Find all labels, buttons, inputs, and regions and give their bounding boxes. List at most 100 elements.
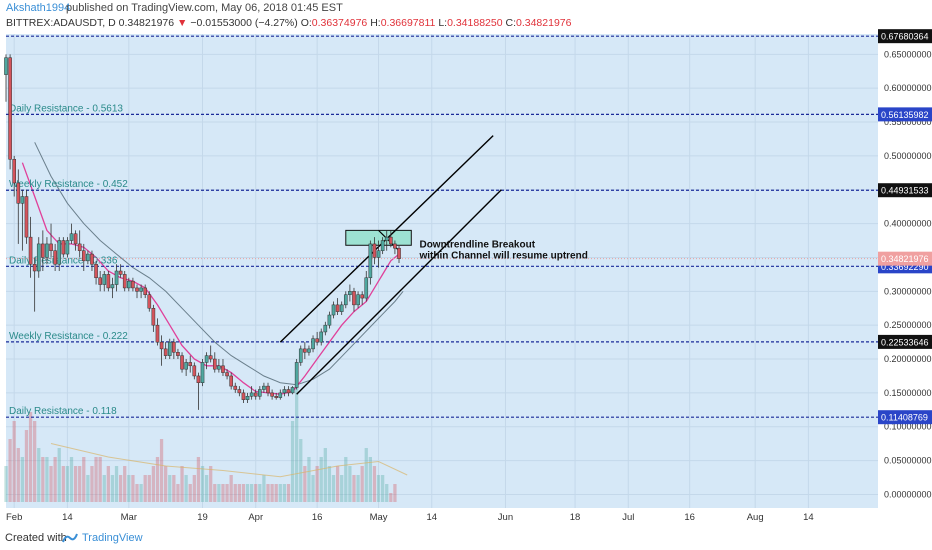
last-price-tag bbox=[878, 251, 932, 266]
volume-bar bbox=[356, 475, 360, 502]
high-value: 0.36697811 bbox=[380, 17, 436, 29]
candle-body bbox=[389, 236, 393, 245]
candle-body bbox=[343, 294, 348, 306]
candle-body bbox=[159, 341, 164, 350]
publish-header: Akshath1994 published on TradingView.com… bbox=[0, 0, 932, 16]
time-tick-label: 16 bbox=[684, 512, 695, 523]
time-tick-label: 14 bbox=[803, 512, 814, 523]
volume-bar bbox=[86, 475, 90, 502]
candle-body bbox=[32, 263, 37, 272]
volume-bar bbox=[209, 466, 213, 502]
volume-bar bbox=[266, 484, 270, 502]
candle-body bbox=[384, 236, 389, 241]
candle-body bbox=[98, 277, 102, 285]
price-tick-label: 0.05000000 bbox=[884, 456, 932, 466]
candle-body bbox=[127, 280, 131, 289]
volume-bar bbox=[127, 475, 131, 502]
volume-bar bbox=[41, 457, 45, 502]
candle-body bbox=[282, 389, 287, 394]
candle-body bbox=[139, 287, 143, 292]
volume-bar bbox=[110, 475, 115, 502]
volume-bar bbox=[233, 484, 237, 502]
candle-body bbox=[8, 57, 12, 160]
candle-body bbox=[360, 294, 364, 299]
volume-bar bbox=[143, 475, 147, 502]
volume-bar bbox=[344, 457, 348, 502]
candle-body bbox=[307, 348, 311, 353]
candle-body bbox=[12, 159, 16, 184]
candle-body bbox=[327, 314, 332, 326]
volume-bar bbox=[118, 475, 123, 502]
volume-bar bbox=[94, 457, 98, 502]
volume-bar bbox=[262, 475, 266, 502]
volume-bar bbox=[368, 457, 372, 502]
candle-body bbox=[122, 274, 127, 289]
volume-bar bbox=[299, 439, 303, 502]
volume-bar bbox=[16, 448, 20, 502]
volume-bar bbox=[8, 439, 12, 502]
volume-bar bbox=[196, 457, 201, 502]
volume-bar bbox=[106, 466, 110, 502]
candle-body bbox=[208, 355, 213, 360]
low-label: L: bbox=[438, 17, 448, 29]
time-tick-label: Mar bbox=[121, 512, 137, 523]
price-tick-label: 0.15000000 bbox=[884, 388, 932, 398]
candle-body bbox=[397, 247, 401, 259]
level-price-tag-text: 0.44931533 bbox=[881, 186, 929, 196]
volume-bar bbox=[176, 484, 180, 502]
candle-body bbox=[16, 182, 21, 204]
level-price-tag bbox=[878, 410, 932, 425]
candle-body bbox=[393, 243, 397, 249]
volume-bar bbox=[53, 457, 57, 502]
candle-body bbox=[61, 240, 66, 255]
candle-body bbox=[221, 365, 225, 373]
volume-bar bbox=[131, 475, 135, 502]
author-link[interactable]: Akshath1994 bbox=[6, 2, 71, 14]
level-label: Daily Resistance - 0.336 bbox=[9, 255, 118, 266]
volume-bar bbox=[147, 475, 151, 502]
volume-bar bbox=[180, 466, 184, 502]
candle-body bbox=[217, 365, 221, 370]
candle-body bbox=[245, 396, 250, 400]
price-axis[interactable]: 0.65000000 0.60000000 0.55000000 0.50000000… bbox=[878, 29, 932, 499]
candle-body bbox=[86, 253, 90, 262]
volume-bar bbox=[217, 484, 221, 502]
candle-body bbox=[241, 392, 246, 400]
volume-bar bbox=[139, 484, 143, 502]
volume-bar bbox=[213, 484, 217, 502]
volume-bar bbox=[307, 457, 311, 502]
volume-bar bbox=[241, 484, 246, 502]
level-label: Daily Resistance - 0.5613 bbox=[9, 103, 123, 114]
volume-bar bbox=[135, 484, 139, 502]
candle-body bbox=[196, 375, 201, 383]
volume-bar bbox=[327, 466, 332, 502]
time-tick-label: Aug bbox=[747, 512, 764, 523]
volume-bar bbox=[376, 475, 381, 502]
candle-body bbox=[53, 250, 57, 265]
candle-body bbox=[200, 362, 205, 383]
volume-bar bbox=[204, 475, 209, 502]
level-label: Weekly Resistance - 0.222 bbox=[9, 331, 128, 342]
candle-body bbox=[266, 385, 270, 394]
annotation-line2: within Channel will resume uptrend bbox=[418, 250, 587, 261]
time-axis[interactable]: Feb 14 Mar 19 Apr 16 May 14 Jun 18 Jul 16 Aug 14 bbox=[6, 512, 814, 523]
candle-body bbox=[167, 341, 172, 356]
open-label: O: bbox=[300, 17, 312, 29]
price-tick-label: 0.40000000 bbox=[884, 219, 932, 229]
tradingview-brand[interactable]: TradingView bbox=[82, 532, 143, 544]
candle-body bbox=[192, 365, 197, 377]
candle-body bbox=[319, 331, 324, 343]
candle-body bbox=[303, 348, 307, 353]
candle-body bbox=[163, 348, 168, 356]
time-tick-label: May bbox=[370, 512, 388, 523]
price-tick-label: 0.00000000 bbox=[884, 489, 932, 499]
volume-bar bbox=[45, 457, 49, 502]
ma-fast-line bbox=[21, 162, 400, 395]
volume-bar bbox=[249, 484, 254, 502]
volume-bar bbox=[4, 466, 8, 502]
candle-body bbox=[212, 358, 217, 370]
level-label: Weekly Resistance - 0.452 bbox=[9, 179, 128, 190]
candle-body bbox=[180, 355, 184, 370]
candle-body bbox=[81, 250, 86, 262]
